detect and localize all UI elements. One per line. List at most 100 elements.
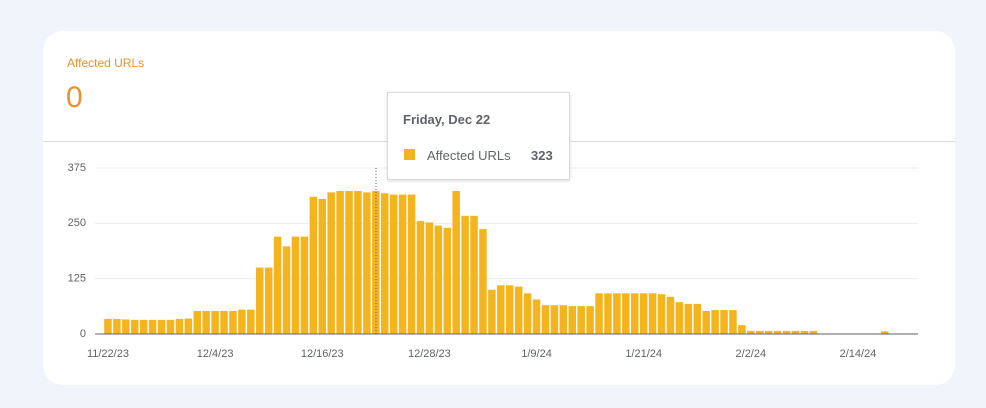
bar (425, 222, 434, 334)
bar (291, 236, 300, 334)
bar (488, 289, 496, 334)
bar (720, 310, 728, 334)
bar (193, 310, 201, 334)
tooltip: Friday, Dec 22 Affected URLs 323 (387, 92, 570, 180)
bar (184, 318, 193, 334)
bar (273, 236, 282, 334)
bar (264, 267, 273, 334)
y-tick-label: 125 (68, 273, 86, 285)
bar (202, 310, 210, 334)
y-tick-label: 0 (80, 328, 86, 340)
bar (738, 325, 746, 334)
bar (300, 236, 309, 334)
bar (666, 296, 675, 334)
bar (229, 310, 237, 334)
bar (122, 319, 130, 334)
bar (407, 194, 416, 334)
x-tick-label: 1/21/24 (625, 348, 662, 360)
bar (389, 194, 398, 334)
x-tick-label: 12/16/23 (301, 348, 344, 360)
bar (693, 303, 701, 334)
bar (648, 293, 657, 334)
bar (443, 227, 451, 334)
bar (747, 330, 755, 334)
bar (157, 319, 166, 334)
tooltip-value: 323 (531, 148, 553, 163)
bar (398, 194, 407, 334)
bar (568, 306, 576, 334)
bar (104, 318, 112, 334)
bar (532, 299, 541, 334)
x-tick-label: 12/4/23 (197, 348, 234, 360)
bar (354, 191, 362, 334)
card-title: Affected URLs (67, 56, 145, 70)
bar (800, 330, 809, 334)
bar (577, 306, 585, 334)
bar (211, 310, 219, 334)
bar (148, 319, 157, 334)
bar (631, 293, 639, 334)
tooltip-swatch (404, 149, 415, 160)
bar (345, 191, 353, 334)
bar (220, 310, 228, 334)
bar (336, 191, 344, 334)
bar (639, 293, 648, 334)
bar (416, 221, 425, 334)
x-tick-label: 1/9/24 (521, 348, 552, 360)
bar (729, 310, 737, 334)
bar (175, 318, 184, 334)
bar (452, 191, 460, 334)
bar (881, 331, 889, 334)
bar (791, 330, 800, 334)
bar (470, 215, 478, 334)
bar (764, 330, 773, 334)
bar (461, 215, 469, 334)
bar (550, 305, 559, 334)
bar (675, 302, 684, 334)
bar (372, 191, 380, 334)
bar (113, 318, 121, 334)
bar (523, 293, 532, 334)
y-tick-label: 375 (68, 162, 86, 174)
bar (586, 306, 594, 334)
bar (256, 267, 264, 334)
bar (497, 285, 505, 334)
x-tick-label: 2/2/24 (736, 348, 767, 360)
bar (282, 246, 291, 334)
bar (559, 305, 568, 334)
bar (756, 330, 764, 334)
bar (595, 293, 603, 334)
bar (506, 285, 514, 334)
bar (309, 196, 318, 334)
bar (363, 192, 371, 334)
x-tick-label: 11/22/23 (87, 348, 129, 360)
bar (131, 319, 139, 334)
bar (318, 198, 326, 334)
bar (247, 309, 255, 334)
bar (479, 229, 487, 334)
metric-value: 0 (66, 81, 83, 114)
bar (541, 305, 550, 334)
bar (622, 293, 630, 334)
x-tick-label: 12/28/23 (408, 348, 451, 360)
bar (782, 330, 791, 334)
bar (604, 293, 612, 334)
tooltip-title: Friday, Dec 22 (403, 112, 491, 127)
bar (684, 303, 693, 334)
bar (434, 225, 443, 334)
bar (139, 319, 148, 334)
bar (514, 286, 523, 334)
y-tick-label: 250 (68, 217, 86, 229)
bar (327, 192, 335, 334)
bar (711, 310, 719, 334)
bar (809, 330, 818, 334)
bar (657, 294, 666, 334)
tooltip-label: Affected URLs (427, 148, 511, 163)
bar (238, 309, 246, 334)
bar (166, 319, 175, 334)
x-tick-label: 2/14/24 (840, 348, 877, 360)
bar (773, 330, 782, 334)
bar (702, 310, 710, 334)
